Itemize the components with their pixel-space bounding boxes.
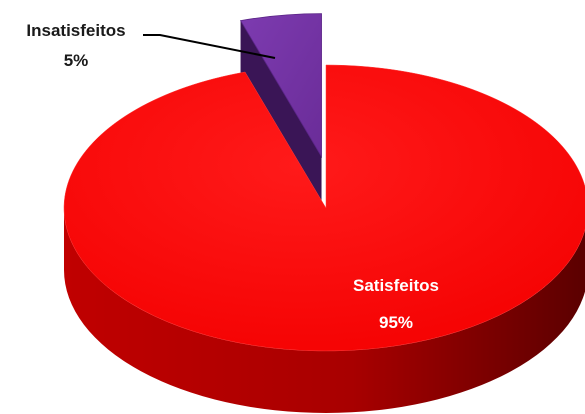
slice-label-satisfeitos: Satisfeitos [353,276,439,295]
slice-value-insatisfeitos: 5% [64,51,89,70]
slice-satisfeitos [63,64,585,352]
leader-line [143,34,276,59]
slice-value-satisfeitos: 95% [379,313,413,332]
slice-label-insatisfeitos: Insatisfeitos [26,21,125,40]
slice-insatisfeitos [239,13,322,159]
slice-side-satisfeitos [64,208,585,413]
